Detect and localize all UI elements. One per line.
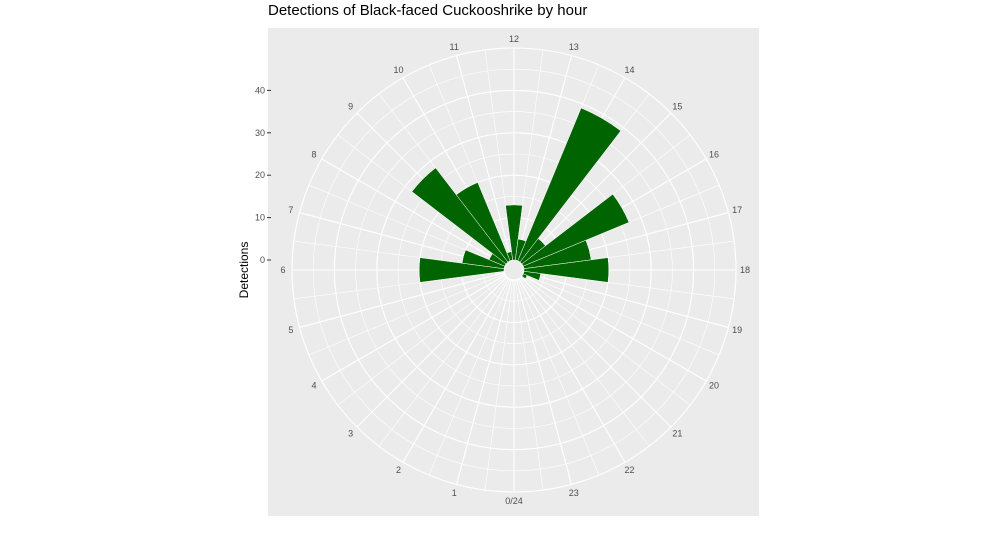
hour-label: 2	[396, 465, 401, 475]
y-tick-label: 0	[260, 255, 265, 265]
hour-label: 5	[288, 325, 293, 335]
hour-label: 9	[348, 102, 353, 112]
bar-hour-9	[411, 167, 509, 265]
hour-label: 22	[624, 465, 634, 475]
y-axis: 0 10 20 30 40	[255, 85, 271, 265]
bar-hour-12	[505, 204, 523, 261]
y-tick-label: 10	[255, 213, 265, 223]
hour-label: 20	[709, 381, 719, 391]
hour-label: 15	[672, 102, 682, 112]
hour-label: 18	[740, 265, 750, 275]
circle-gridline	[333, 89, 695, 451]
bar-hour-7	[461, 249, 506, 269]
radial-gridline	[516, 55, 572, 261]
hour-label: 11	[450, 42, 459, 52]
hour-label: 1	[452, 488, 457, 498]
bar-hour-16	[521, 193, 630, 267]
hour-label: 4	[311, 381, 316, 391]
bar-hour-19	[522, 271, 542, 281]
hour-label: 14	[624, 65, 634, 75]
radial-gridline	[520, 112, 672, 264]
hour-label: 19	[732, 325, 742, 335]
y-tick-label: 20	[255, 170, 265, 180]
hour-label: 17	[732, 205, 742, 215]
y-tick-label: 40	[255, 85, 265, 95]
outer-circle-gridline	[291, 47, 737, 493]
hour-label: 6	[280, 265, 285, 275]
hour-label: 12	[509, 34, 519, 44]
hour-label: 7	[288, 205, 293, 215]
radial-gridline	[321, 274, 506, 382]
bar-hour-14	[517, 107, 622, 263]
chart-title: Detections of Black-faced Cuckooshrike b…	[268, 2, 588, 19]
radial-gridline	[456, 55, 512, 261]
hour-label: 16	[709, 150, 719, 160]
bar-series	[411, 107, 630, 283]
hour-label: 13	[569, 42, 579, 52]
hour-label: 8	[311, 150, 316, 160]
bar-hour-20	[521, 273, 528, 280]
bar-hour-10	[455, 182, 511, 263]
radial-gridline	[356, 276, 508, 428]
hour-label: 3	[348, 428, 353, 438]
circle-gridline	[376, 132, 652, 408]
bar-hour-6	[418, 257, 505, 283]
radial-gridline	[523, 272, 729, 328]
hour-label: 23	[569, 488, 579, 498]
radial-gridline	[456, 279, 512, 485]
hour-label: 21	[672, 428, 682, 438]
radial-gridline	[522, 274, 707, 382]
radial-gridline	[518, 278, 626, 463]
radial-gridline	[402, 278, 510, 463]
radial-gridline	[520, 276, 672, 428]
bar-hour-18	[523, 257, 610, 283]
radial-gridline	[299, 272, 505, 328]
hour-label: 10	[393, 65, 403, 75]
y-tick-label: 30	[255, 128, 265, 138]
hour-labels: 0/24123456789101112131415161718192021222…	[280, 34, 750, 506]
radial-gridline	[516, 279, 572, 485]
hour-label: 0/24	[505, 496, 523, 506]
radial-gridline	[321, 158, 506, 266]
